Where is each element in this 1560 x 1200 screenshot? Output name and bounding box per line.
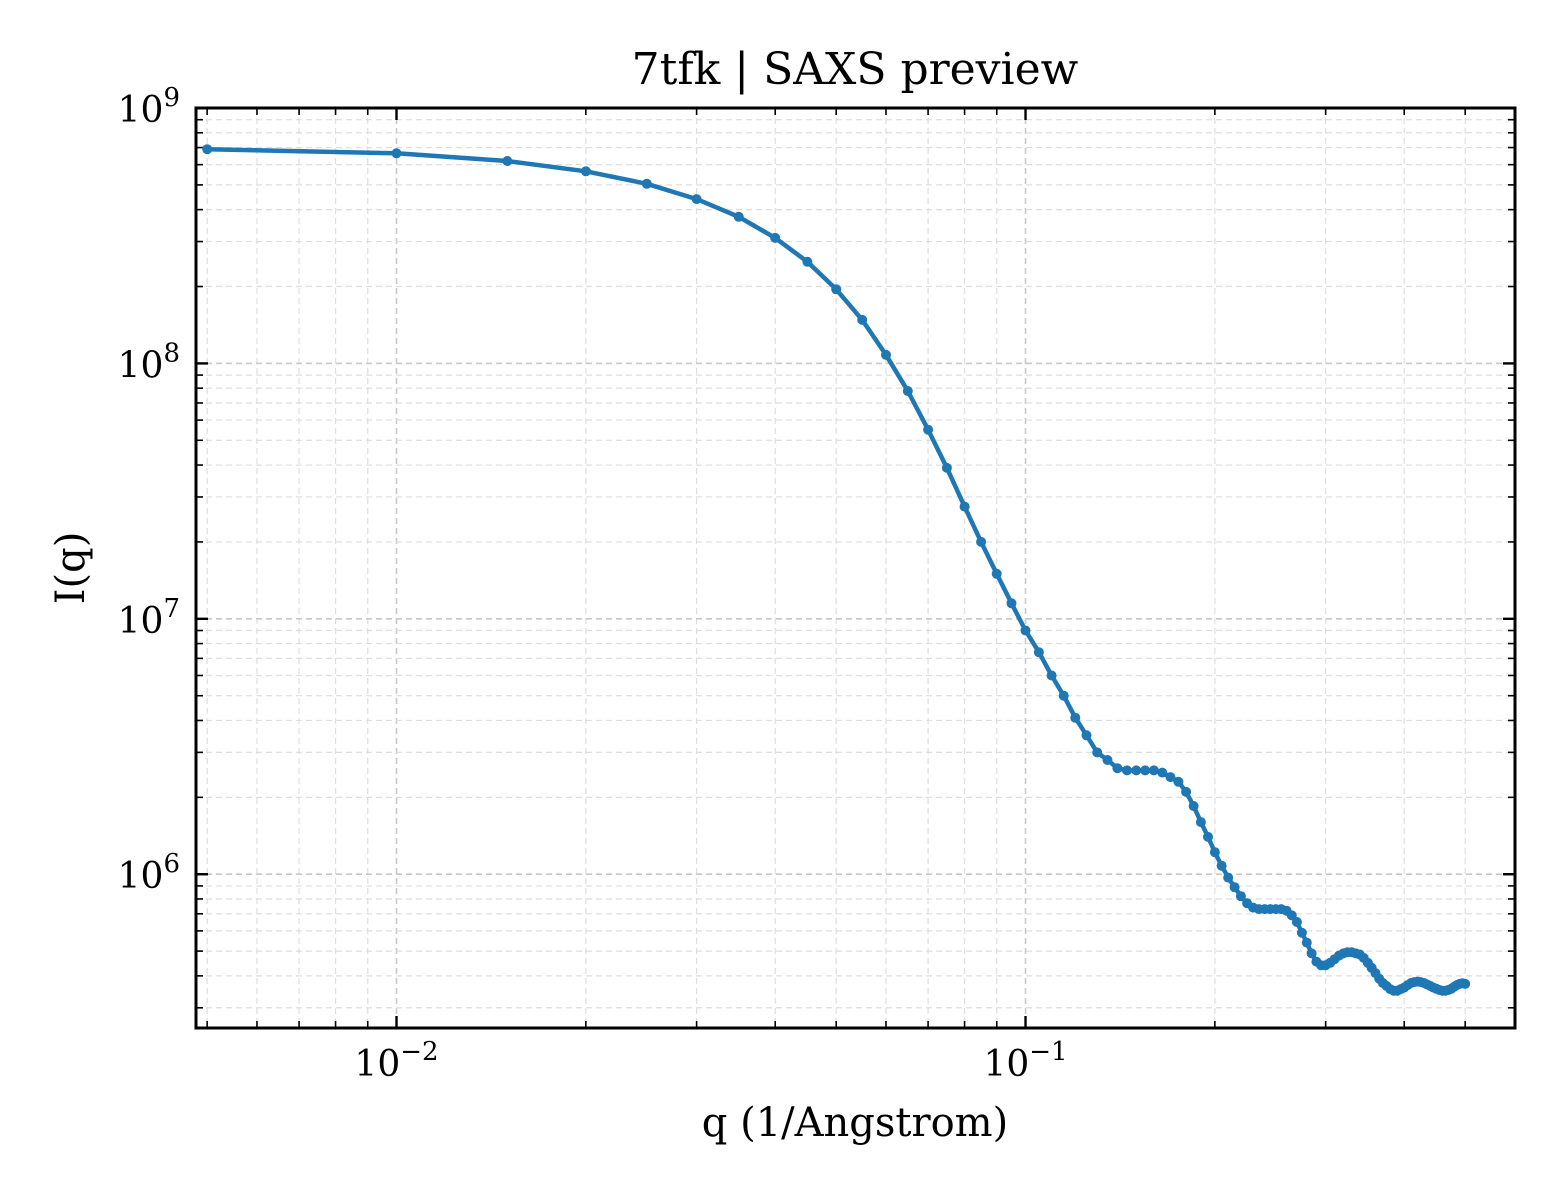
y-tick-label: 109	[118, 83, 180, 131]
data-point	[831, 284, 842, 295]
data-point	[857, 314, 868, 325]
y-tick-label: 108	[118, 338, 180, 386]
data-point	[1102, 755, 1113, 765]
plot-frame	[194, 106, 1517, 1030]
data-point	[1081, 730, 1092, 741]
data-point	[1165, 772, 1176, 783]
data-point	[959, 501, 970, 512]
data-point	[1229, 882, 1240, 893]
data-point	[1112, 763, 1123, 774]
data-point	[1301, 937, 1312, 948]
data-point	[733, 211, 744, 222]
data-point	[1058, 690, 1069, 701]
data-point	[1195, 817, 1206, 828]
data-point	[1131, 765, 1142, 776]
data-point	[1203, 831, 1213, 842]
data-point	[1223, 872, 1234, 883]
data-point	[941, 462, 952, 473]
data-point	[691, 194, 702, 205]
data-point	[391, 148, 402, 159]
data-point	[991, 568, 1002, 579]
data-point	[1291, 917, 1302, 927]
y-axis-label: I(q)	[48, 532, 94, 605]
data-point	[1188, 801, 1199, 811]
data-point	[641, 178, 652, 189]
data-point	[1460, 978, 1471, 989]
series-group	[202, 144, 1471, 996]
chart-title: 7tfk | SAXS preview	[632, 44, 1079, 95]
grid-lines	[196, 107, 1515, 1028]
data-point	[1148, 765, 1159, 776]
x-axis-label: q (1/Angstrom)	[702, 1100, 1008, 1146]
data-point	[1092, 747, 1103, 758]
x-tick-label: 10−2	[354, 1037, 438, 1085]
data-point	[1235, 891, 1246, 902]
data-point	[1140, 765, 1151, 776]
data-point	[802, 256, 813, 267]
data-point	[1006, 598, 1017, 609]
y-tick-label: 106	[118, 849, 180, 897]
data-point	[902, 386, 913, 396]
data-point	[976, 536, 987, 547]
data-point	[202, 144, 213, 155]
data-point	[1020, 625, 1031, 636]
data-point	[580, 166, 591, 177]
data-point	[1070, 712, 1081, 723]
x-tick-label: 10−1	[983, 1037, 1067, 1085]
data-point	[881, 349, 891, 360]
data-point	[1173, 776, 1184, 787]
tick-labels: 10−2 10−1 106 107 108 109	[118, 83, 1068, 1085]
data-point	[1306, 948, 1317, 959]
data-point	[1181, 786, 1192, 797]
data-point	[1296, 927, 1307, 938]
data-point	[1122, 765, 1132, 776]
data-point	[770, 232, 781, 243]
data-point	[1157, 767, 1168, 778]
data-point	[1216, 860, 1227, 871]
data-point	[923, 424, 934, 435]
y-tick-label: 107	[118, 594, 180, 642]
data-point	[1033, 647, 1044, 658]
data-point	[502, 156, 513, 166]
data-point	[1046, 670, 1057, 681]
data-point	[1209, 847, 1220, 858]
